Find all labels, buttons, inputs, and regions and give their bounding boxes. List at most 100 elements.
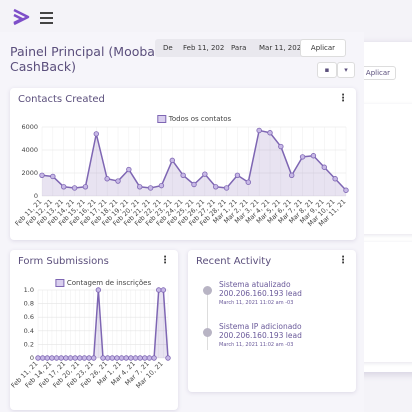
point — [245, 179, 251, 185]
from-value[interactable]: Feb 11, 202 — [183, 44, 225, 52]
page: Aplicar Painel Principal (Mooba CashBack… — [10, 8, 412, 391]
card-title: Contacts Created — [18, 94, 105, 105]
contacts-card: Contacts Created ⋮ 0 2000 4000 6000 Feb 11, … — [10, 88, 356, 240]
from-label: De — [163, 44, 173, 52]
point — [289, 172, 295, 178]
point — [146, 355, 153, 361]
save-button[interactable]: ▪ — [317, 62, 337, 78]
point — [104, 176, 110, 182]
menu-icon[interactable] — [40, 12, 54, 24]
point — [115, 178, 121, 184]
point — [118, 355, 125, 361]
activity-item: Sistema atualizado 200.206.160.193 lead M… — [188, 280, 356, 322]
point — [95, 287, 102, 293]
legend-swatch — [55, 279, 65, 287]
point — [191, 181, 197, 188]
y-tick-label: 0.8 — [24, 300, 34, 308]
apply-button[interactable]: Aplicar — [300, 39, 346, 57]
y-tick-label: 1.0 — [24, 286, 34, 294]
point — [299, 154, 306, 160]
card-title: Recent Activity — [196, 256, 272, 267]
point — [86, 355, 92, 361]
point — [132, 355, 139, 361]
point — [39, 172, 45, 178]
date-filter: De Feb 11, 202 Para Mar 11, 202 Aplicar — [155, 39, 346, 57]
to-label: Para — [231, 44, 247, 52]
area — [42, 130, 346, 196]
y-tick-label: 2000 — [21, 169, 38, 177]
card-title: Form Submissions — [18, 256, 109, 267]
y-tick-label: 0.4 — [24, 327, 34, 335]
y-tick-label: 0.2 — [24, 340, 34, 348]
timeline-dot — [203, 286, 212, 295]
point — [165, 355, 171, 361]
point — [137, 355, 143, 361]
card-menu[interactable]: ⋮ — [338, 93, 348, 104]
point — [100, 355, 106, 361]
form-card: Form Submissions ⋮ 0 0.2 0.4 0.6 0.8 1.0 Feb 1… — [10, 250, 178, 410]
point — [126, 166, 132, 173]
point — [213, 184, 219, 190]
point — [256, 127, 262, 134]
point — [49, 355, 55, 361]
point — [278, 143, 284, 150]
point — [343, 187, 349, 193]
legend-swatch — [157, 115, 167, 123]
to-value[interactable]: Mar 11, 202 — [259, 44, 302, 52]
ghost-apply: Aplicar — [360, 66, 396, 80]
point — [67, 355, 74, 361]
card-menu[interactable]: ⋮ — [160, 255, 170, 266]
legend-label: Contagem de inscrições — [67, 279, 152, 287]
page-title: Painel Principal (Mooba CashBack) — [10, 44, 155, 74]
point — [160, 287, 167, 293]
activity-time: March 11, 2021 11:02 am -03 — [219, 300, 294, 306]
point — [93, 131, 99, 137]
point — [123, 355, 129, 361]
point — [61, 184, 67, 190]
point — [109, 355, 115, 361]
point — [82, 184, 89, 190]
point — [128, 355, 134, 361]
point — [39, 355, 46, 361]
point — [81, 355, 88, 361]
point — [180, 172, 186, 178]
y-tick-label: 0 — [30, 354, 34, 362]
point — [71, 185, 78, 191]
card-menu[interactable]: ⋮ — [338, 255, 348, 266]
logo[interactable] — [12, 8, 32, 28]
point — [50, 173, 56, 180]
point — [267, 130, 273, 136]
timeline-line — [207, 290, 208, 350]
y-tick-label: 0 — [34, 192, 38, 200]
point — [234, 172, 241, 178]
point — [202, 171, 208, 177]
point — [44, 355, 50, 361]
point — [91, 355, 97, 361]
point — [104, 355, 111, 361]
point — [151, 355, 157, 361]
point — [158, 182, 165, 189]
point — [58, 355, 64, 361]
point — [223, 185, 230, 191]
ghost-card — [356, 242, 412, 362]
legend-label: Todos os contatos — [168, 115, 232, 123]
point — [77, 355, 83, 361]
point — [332, 176, 338, 182]
activity-text: Sistema IP adicionado 200.206.160.193 le… — [219, 322, 302, 340]
point — [114, 355, 120, 361]
point — [321, 164, 327, 170]
point — [142, 355, 148, 361]
point — [35, 355, 41, 361]
activity-item: Sistema IP adicionado 200.206.160.193 le… — [188, 322, 356, 364]
point — [156, 287, 162, 293]
dropdown-button[interactable]: ▾ — [337, 62, 355, 78]
ghost-card — [356, 104, 412, 234]
point — [72, 355, 78, 361]
timeline-dot — [203, 328, 212, 337]
y-tick-label: 4000 — [21, 146, 38, 154]
y-tick-label: 0.6 — [24, 313, 34, 321]
point — [147, 185, 154, 191]
activity-time: March 11, 2021 11:02 am -03 — [219, 342, 294, 348]
y-tick-label: 6000 — [21, 123, 38, 131]
